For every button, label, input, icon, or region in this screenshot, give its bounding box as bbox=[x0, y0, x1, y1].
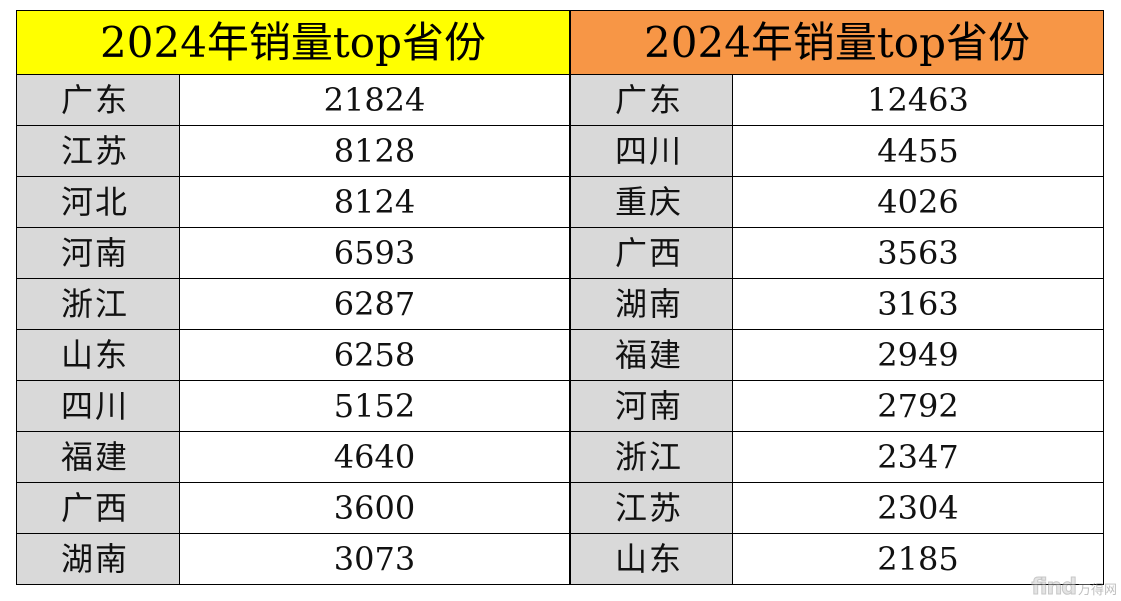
sales-value-cell: 2792 bbox=[732, 380, 1104, 432]
table-row: 浙江 6287 bbox=[16, 278, 570, 330]
province-cell: 河南 bbox=[16, 227, 180, 279]
province-cell: 四川 bbox=[16, 380, 180, 432]
sales-value-cell: 21824 bbox=[179, 74, 570, 126]
sales-tables: 2024年销量top省份 广东 21824 江苏 8128 河北 8124 河南 659… bbox=[16, 10, 1104, 585]
sales-value-cell: 6593 bbox=[179, 227, 570, 279]
table-row: 广西 3600 bbox=[16, 482, 570, 534]
table-row: 山东 2185 bbox=[570, 533, 1104, 585]
sales-value-cell: 12463 bbox=[732, 74, 1104, 126]
sales-value-cell: 6258 bbox=[179, 329, 570, 381]
watermark-logo: find bbox=[1031, 575, 1078, 600]
table-row: 广东 12463 bbox=[570, 74, 1104, 126]
right-table-title: 2024年销量top省份 bbox=[570, 10, 1104, 75]
province-cell: 湖南 bbox=[570, 278, 733, 330]
left-table-title: 2024年销量top省份 bbox=[16, 10, 570, 75]
province-cell: 重庆 bbox=[570, 176, 733, 228]
sales-value-cell: 3563 bbox=[732, 227, 1104, 279]
sales-value-cell: 2304 bbox=[732, 482, 1104, 534]
table-row: 河北 8124 bbox=[16, 176, 570, 228]
province-cell: 广东 bbox=[16, 74, 180, 126]
province-cell: 广东 bbox=[570, 74, 733, 126]
watermark: find 万得网 bbox=[1031, 575, 1117, 600]
table-row: 河南 2792 bbox=[570, 380, 1104, 432]
table-row: 福建 2949 bbox=[570, 329, 1104, 381]
table-row: 湖南 3163 bbox=[570, 278, 1104, 330]
sales-value-cell: 2185 bbox=[732, 533, 1104, 585]
province-cell: 福建 bbox=[16, 431, 180, 483]
table-row: 重庆 4026 bbox=[570, 176, 1104, 228]
province-cell: 江苏 bbox=[16, 125, 180, 177]
province-cell: 浙江 bbox=[570, 431, 733, 483]
table-row: 浙江 2347 bbox=[570, 431, 1104, 483]
sales-value-cell: 2949 bbox=[732, 329, 1104, 381]
province-cell: 福建 bbox=[570, 329, 733, 381]
province-cell: 河南 bbox=[570, 380, 733, 432]
province-cell: 浙江 bbox=[16, 278, 180, 330]
table-row: 江苏 2304 bbox=[570, 482, 1104, 534]
right-sales-table: 2024年销量top省份 广东 12463 四川 4455 重庆 4026 广西 356… bbox=[570, 10, 1104, 585]
table-row: 湖南 3073 bbox=[16, 533, 570, 585]
table-row: 四川 4455 bbox=[570, 125, 1104, 177]
province-cell: 山东 bbox=[16, 329, 180, 381]
province-cell: 广西 bbox=[570, 227, 733, 279]
sales-value-cell: 2347 bbox=[732, 431, 1104, 483]
sales-value-cell: 6287 bbox=[179, 278, 570, 330]
table-row: 河南 6593 bbox=[16, 227, 570, 279]
province-cell: 广西 bbox=[16, 482, 180, 534]
table-row: 山东 6258 bbox=[16, 329, 570, 381]
sales-value-cell: 3073 bbox=[179, 533, 570, 585]
province-cell: 河北 bbox=[16, 176, 180, 228]
table-row: 江苏 8128 bbox=[16, 125, 570, 177]
right-table-header-row: 2024年销量top省份 bbox=[570, 10, 1104, 75]
sales-value-cell: 8128 bbox=[179, 125, 570, 177]
sales-value-cell: 3163 bbox=[732, 278, 1104, 330]
province-cell: 四川 bbox=[570, 125, 733, 177]
left-sales-table: 2024年销量top省份 广东 21824 江苏 8128 河北 8124 河南 659… bbox=[16, 10, 570, 585]
sales-value-cell: 3600 bbox=[179, 482, 570, 534]
table-row: 广东 21824 bbox=[16, 74, 570, 126]
sales-value-cell: 5152 bbox=[179, 380, 570, 432]
province-cell: 山东 bbox=[570, 533, 733, 585]
watermark-brand: 万得网 bbox=[1077, 583, 1117, 598]
table-row: 四川 5152 bbox=[16, 380, 570, 432]
table-row: 福建 4640 bbox=[16, 431, 570, 483]
left-table-header-row: 2024年销量top省份 bbox=[16, 10, 570, 75]
sales-value-cell: 4640 bbox=[179, 431, 570, 483]
table-row: 广西 3563 bbox=[570, 227, 1104, 279]
province-cell: 江苏 bbox=[570, 482, 733, 534]
sales-value-cell: 4026 bbox=[732, 176, 1104, 228]
province-cell: 湖南 bbox=[16, 533, 180, 585]
sales-value-cell: 8124 bbox=[179, 176, 570, 228]
sales-value-cell: 4455 bbox=[732, 125, 1104, 177]
